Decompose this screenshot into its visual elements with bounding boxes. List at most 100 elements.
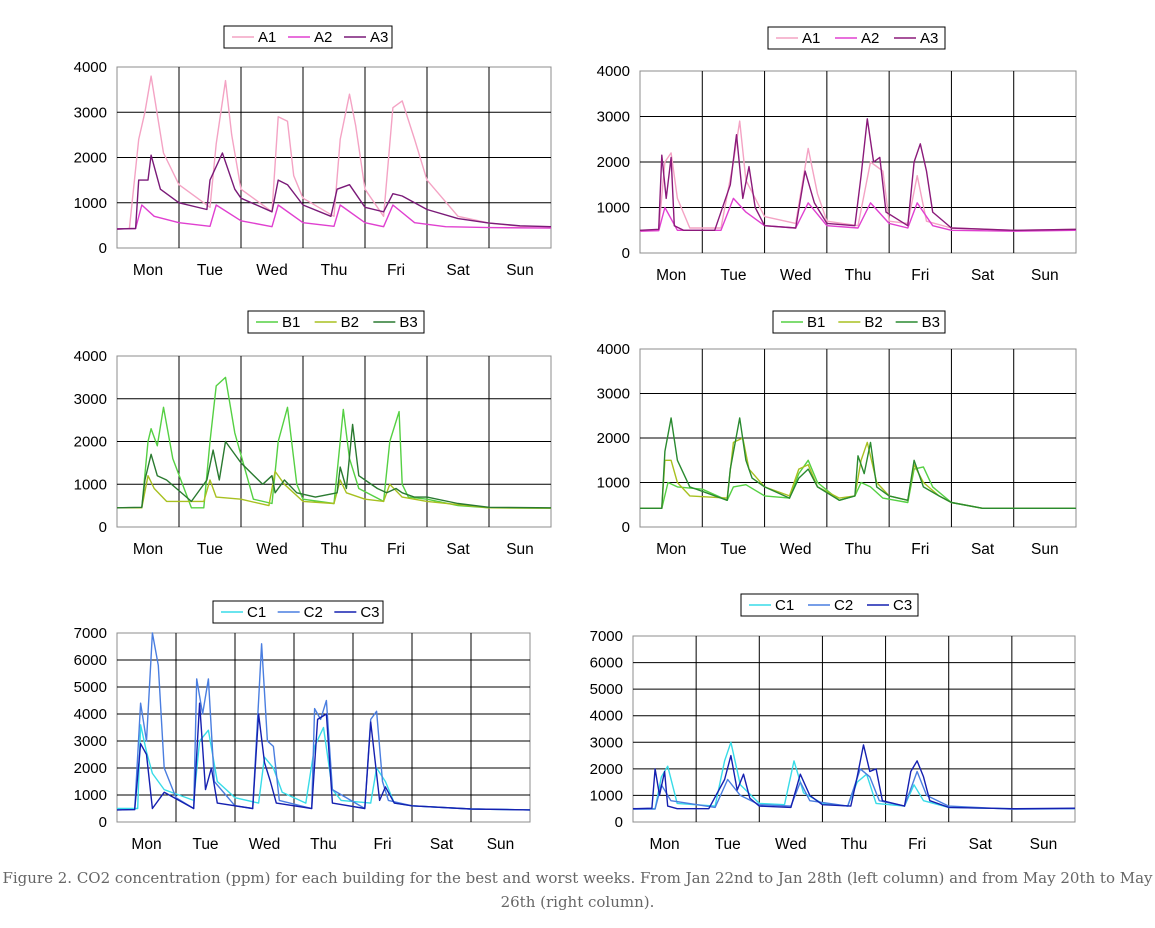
y-tick-label: 1000: [74, 787, 107, 804]
legend-label-C2: C2: [304, 604, 323, 621]
y-tick-label: 4000: [597, 63, 630, 80]
series-line-C2: [116, 632, 531, 811]
legend: C1 C2 C3: [212, 600, 384, 624]
y-tick-label: 7000: [74, 625, 107, 642]
legend: C1 C2 C3: [740, 593, 919, 617]
y-tick-label: 4000: [74, 706, 107, 723]
legend-label-B3: B3: [922, 314, 940, 331]
x-tick-label: Mon: [656, 541, 686, 558]
x-tick-label: Sat: [446, 541, 470, 558]
x-tick-label: Sun: [506, 541, 534, 558]
x-tick-label: Tue: [197, 541, 223, 558]
series-line-A3: [116, 152, 552, 230]
series-line-C3: [632, 744, 1076, 810]
legend-label-C3: C3: [360, 604, 379, 621]
y-tick-label: 4000: [590, 708, 623, 725]
series-line-C3: [116, 702, 531, 811]
legend-label-B3: B3: [399, 314, 417, 331]
legend-label-A1: A1: [802, 30, 820, 47]
x-tick-label: Wed: [775, 836, 807, 853]
x-tick-label: Fri: [373, 836, 391, 853]
legend-label-B1: B1: [282, 314, 300, 331]
y-tick-label: 0: [99, 240, 107, 257]
series-line-C2: [632, 768, 1076, 810]
series-line-B3: [116, 423, 552, 509]
y-tick-label: 1000: [74, 476, 107, 493]
chart-bottom-right: 0 1000 2000 3000 4000 5000 6000 7000 Mon Tue Wed Th…: [590, 593, 1076, 853]
legend: B1 B2 B3: [247, 310, 425, 334]
x-tick-label: Wed: [256, 541, 288, 558]
x-tick-label: Wed: [249, 836, 281, 853]
y-tick-label: 0: [615, 814, 623, 831]
x-tick-label: Mon: [131, 836, 161, 853]
legend: A1 A2 A3: [767, 26, 946, 50]
y-tick-label: 2000: [597, 430, 630, 447]
x-tick-label: Fri: [387, 541, 405, 558]
x-tick-label: Mon: [133, 262, 163, 279]
x-tick-label: Tue: [720, 267, 746, 284]
y-tick-label: 2000: [74, 760, 107, 777]
legend-label-C1: C1: [775, 597, 794, 614]
y-tick-label: 5000: [590, 681, 623, 698]
chart-bottom-left: 0 1000 2000 3000 4000 5000 6000 7000 Mon Tue Wed Th…: [74, 600, 531, 853]
series-line-B2: [117, 470, 552, 509]
chart-middle-left: 0 1000 2000 3000 4000 Mon Tue Wed Thu Fri Sat Sun B1…: [74, 310, 552, 558]
legend-label-A2: A2: [314, 29, 332, 46]
x-tick-label: Fri: [908, 836, 926, 853]
x-tick-label: Wed: [780, 267, 812, 284]
y-tick-label: 2000: [74, 150, 107, 167]
x-tick-label: Mon: [656, 267, 686, 284]
legend-label-C2: C2: [834, 597, 853, 614]
y-tick-label: 4000: [597, 341, 630, 358]
x-tick-label: Sun: [506, 262, 534, 279]
y-tick-label: 0: [622, 519, 630, 536]
x-tick-label: Fri: [387, 262, 405, 279]
y-tick-label: 1000: [590, 787, 623, 804]
y-tick-label: 3000: [597, 109, 630, 126]
y-tick-label: 0: [99, 814, 107, 831]
x-tick-label: Fri: [911, 541, 929, 558]
series-line-A1: [639, 120, 1077, 232]
legend: A1 A2 A3: [223, 25, 393, 49]
x-tick-label: Sat: [430, 836, 454, 853]
x-tick-label: Sat: [446, 262, 470, 279]
chart-top-left: 0 1000 2000 3000 4000 Mon Tue Wed Thu Fri Sat Sun A1…: [74, 25, 552, 279]
series-line-B3: [640, 417, 1076, 509]
legend-label-A3: A3: [370, 29, 388, 46]
series-line-B1: [117, 376, 552, 509]
series-line-A2: [116, 204, 552, 230]
x-tick-label: Thu: [841, 836, 868, 853]
legend-label-B2: B2: [864, 314, 882, 331]
x-tick-label: Tue: [192, 836, 218, 853]
series-line-C1: [633, 741, 1075, 810]
x-tick-label: Sat: [971, 267, 995, 284]
legend-label-A3: A3: [920, 30, 938, 47]
y-tick-label: 2000: [74, 434, 107, 451]
x-tick-label: Mon: [649, 836, 679, 853]
y-tick-label: 2000: [590, 761, 623, 778]
x-tick-label: Tue: [715, 836, 741, 853]
y-tick-label: 6000: [74, 652, 107, 669]
x-tick-label: Thu: [321, 541, 348, 558]
legend-label-C1: C1: [247, 604, 266, 621]
y-tick-label: 1000: [74, 195, 107, 212]
y-tick-label: 3000: [74, 391, 107, 408]
legend: B1 B2 B3: [772, 310, 946, 334]
legend-label-C3: C3: [893, 597, 912, 614]
x-tick-label: Thu: [845, 267, 872, 284]
figure-caption: Figure 2. CO2 concentration (ppm) for ea…: [2, 869, 1153, 911]
y-tick-label: 3000: [597, 386, 630, 403]
y-tick-label: 6000: [590, 655, 623, 672]
y-tick-label: 4000: [74, 348, 107, 365]
y-tick-label: 3000: [74, 733, 107, 750]
y-tick-label: 1000: [597, 200, 630, 217]
x-tick-label: Tue: [720, 541, 746, 558]
x-tick-label: Wed: [256, 262, 288, 279]
chart-top-right: 0 1000 2000 3000 4000 Mon Tue Wed Thu Fri Sat Sun A1…: [597, 26, 1077, 284]
y-tick-label: 0: [99, 519, 107, 536]
legend-label-A2: A2: [861, 30, 879, 47]
x-tick-label: Wed: [780, 541, 812, 558]
y-tick-label: 2000: [597, 154, 630, 171]
x-tick-label: Thu: [845, 541, 872, 558]
